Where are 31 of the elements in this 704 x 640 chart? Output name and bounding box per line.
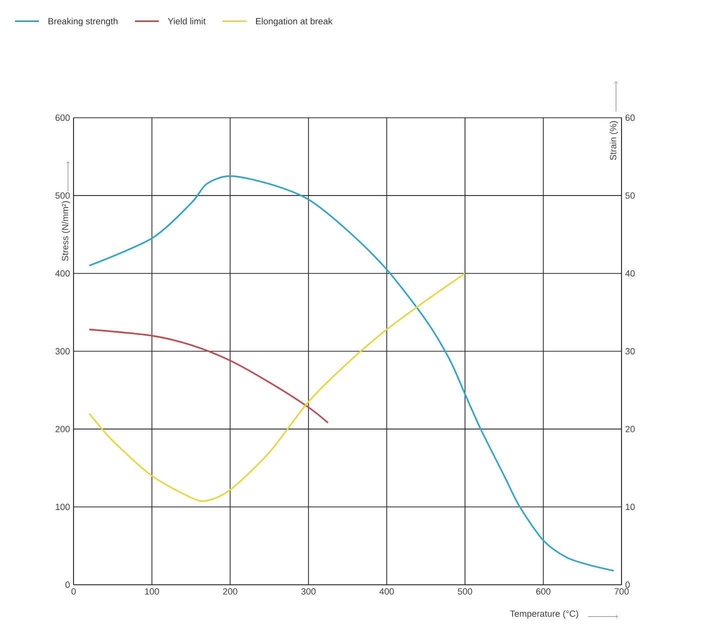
- y2-tick-label: 10: [626, 504, 635, 510]
- y2-tick-label: 0: [625, 582, 630, 588]
- y-tick-label: 0: [65, 582, 70, 588]
- y-tick-label: 100: [56, 504, 70, 510]
- line-series: [88, 272, 466, 502]
- line-series: [88, 175, 615, 572]
- legend-label: Yield limit: [168, 18, 206, 24]
- x-tick-label: 300: [301, 588, 316, 595]
- y-axis-title: Stress (N/mm²): [62, 201, 70, 261]
- x-tick-label: 600: [536, 588, 550, 595]
- y2-tick-label: 50: [625, 192, 635, 199]
- x-tick-label: 100: [145, 588, 160, 595]
- x-tick-label: 0: [71, 588, 76, 595]
- y-tick-label: 300: [55, 348, 70, 354]
- line-series: [88, 328, 329, 424]
- legend-label: Elongation at break: [256, 18, 333, 26]
- y-tick-label: 400: [55, 270, 70, 277]
- legend-label: Breaking strength: [48, 18, 118, 26]
- x-tick-label: 400: [379, 588, 394, 595]
- x-tick-label: 500: [458, 588, 472, 595]
- y-tick-label: 600: [56, 114, 70, 121]
- y2-tick-label: 30: [625, 348, 635, 354]
- y-tick-label: 200: [56, 426, 70, 432]
- y2-tick-label: 60: [626, 114, 635, 121]
- y2-tick-label: 20: [626, 426, 635, 432]
- y-tick-label: 500: [55, 192, 70, 199]
- x-axis-title: Temperature (°C): [510, 610, 578, 619]
- y2-tick-label: 40: [625, 270, 635, 277]
- x-tick-label: 200: [223, 588, 238, 595]
- x-tick-label: 700: [614, 588, 629, 595]
- y2-axis-title: Strain (%): [610, 121, 618, 160]
